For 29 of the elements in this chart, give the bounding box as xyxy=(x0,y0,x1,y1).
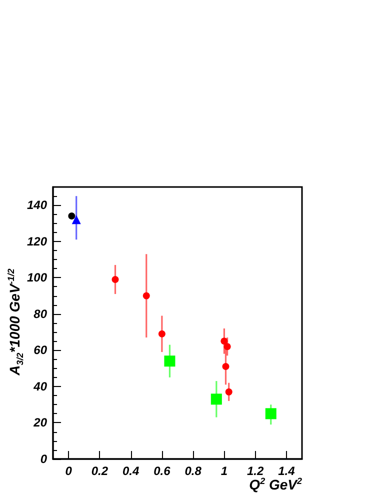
y-tick-label: 140 xyxy=(26,198,48,212)
y-tick-label: 40 xyxy=(32,379,48,394)
point xyxy=(158,330,166,338)
point xyxy=(164,356,176,367)
point xyxy=(225,388,232,396)
point xyxy=(224,343,231,350)
point xyxy=(112,276,119,283)
point xyxy=(220,338,228,345)
x-tick-label: 0.2 xyxy=(91,464,108,478)
y-tick-label: 80 xyxy=(34,306,48,321)
y-tick-label: 20 xyxy=(32,416,48,430)
y-tick-label: 60 xyxy=(34,343,48,358)
x-tick-label: 1 xyxy=(220,464,228,478)
x-tick-label: 1.4 xyxy=(278,464,296,478)
y-tick-label: 120 xyxy=(26,234,48,248)
point xyxy=(265,408,276,420)
point xyxy=(210,394,222,405)
y-tick-label: 100 xyxy=(26,270,48,285)
point xyxy=(72,215,81,224)
point xyxy=(142,292,150,300)
x-axis-title: Q$^{2}$ GeV$^{2}$ xyxy=(249,476,302,493)
x-tick-label: 0 xyxy=(65,464,72,478)
x-tick-label: 0.6 xyxy=(154,464,171,478)
x-tick-label: 0.4 xyxy=(122,464,140,478)
x-tick-label: 0.8 xyxy=(184,464,202,478)
point xyxy=(68,212,76,220)
y-tick-label: 0 xyxy=(40,452,48,466)
point xyxy=(222,363,230,370)
x-tick-label: 1.2 xyxy=(246,464,264,478)
